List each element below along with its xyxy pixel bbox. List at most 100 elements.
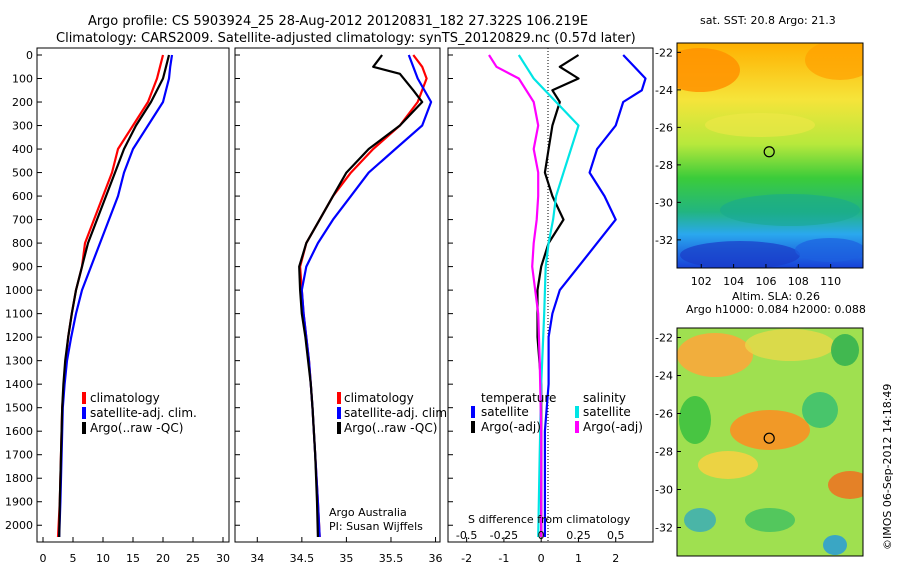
float-position-marker xyxy=(763,146,775,158)
y-tick-label: -26 xyxy=(655,121,673,134)
sla-low-patch xyxy=(745,508,795,532)
y-tick-label: 1700 xyxy=(5,449,33,462)
sla-map-field xyxy=(677,328,863,556)
y-tick-label: -28 xyxy=(655,159,673,172)
x-tick-label-salinity: 0.25 xyxy=(566,529,591,542)
x-tick-label: 0 xyxy=(538,552,545,565)
y-tick-label: -30 xyxy=(655,484,673,497)
y-tick-label: 1400 xyxy=(5,378,33,391)
temperature-plot-frame xyxy=(36,47,230,543)
sst-band xyxy=(720,194,860,226)
temperature-legend: climatology satellite-adj. clim. Argo(..… xyxy=(82,391,197,435)
y-tick-label: -28 xyxy=(655,446,673,459)
legend-swatch-climatology xyxy=(337,392,341,404)
x-tick-label: -1 xyxy=(498,552,509,565)
sst-map-frame xyxy=(676,42,864,269)
salinity-axes: 34 34.5 35 35.5 36 xyxy=(235,54,443,565)
temperature-series xyxy=(56,54,174,538)
sla-high-patch xyxy=(828,471,863,499)
x-tick-label: 1 xyxy=(575,552,582,565)
salinity-plot-frame xyxy=(234,47,441,543)
legend-swatch-temp-satellite xyxy=(471,406,475,418)
sst-cold-patch xyxy=(680,241,800,268)
float-position-marker xyxy=(763,432,775,444)
temperature-panel: 0100200300400500600700800900100011001200… xyxy=(5,47,230,565)
x-tick-label-salinity: 0.5 xyxy=(607,529,625,542)
sst-map-title: sat. SST: 20.8 Argo: 21.3 xyxy=(700,14,836,27)
y-tick-label: 1600 xyxy=(5,425,33,438)
x-tick-label: 34 xyxy=(250,552,264,565)
legend-swatch-argo xyxy=(82,422,86,434)
sla-low-patch xyxy=(679,396,711,444)
annotation-institution: Argo Australia xyxy=(329,506,407,519)
sla-high-patch xyxy=(698,451,758,479)
x-tick-label: 104 xyxy=(723,275,744,288)
annotation-pi: PI: Susan Wijffels xyxy=(329,520,423,533)
sst-warm-patch xyxy=(805,43,863,80)
sst-map-field xyxy=(677,43,863,268)
salinity-legend: climatology satellite-adj. clim. Argo(..… xyxy=(337,391,451,435)
y-tick-label: 400 xyxy=(12,143,33,156)
y-tick-label: 300 xyxy=(12,120,33,133)
y-tick-label: 1000 xyxy=(5,284,33,297)
difference-xlabel: S difference from climatology xyxy=(468,513,631,526)
x-tick-label: 20 xyxy=(156,552,170,565)
sla-low-patch xyxy=(802,392,838,428)
sst-cold-patch xyxy=(795,238,863,262)
legend-label-climatology: climatology xyxy=(90,391,160,405)
x-tick-label: 25 xyxy=(186,552,200,565)
sst-warm-patch xyxy=(677,48,740,92)
y-tick-label: 500 xyxy=(12,167,33,180)
y-tick-label: -24 xyxy=(655,370,673,383)
x-tick-label: 0 xyxy=(40,552,47,565)
y-tick-label: 600 xyxy=(12,190,33,203)
legend-label-temp-argo: Argo(-adj) xyxy=(481,420,541,434)
y-tick-label: 200 xyxy=(12,96,33,109)
difference-legend: temperature satellite Argo(-adj) salinit… xyxy=(471,391,643,434)
salinity-series xyxy=(298,54,433,538)
x-tick-label: 34.5 xyxy=(290,552,315,565)
x-tick-label: 35 xyxy=(339,552,353,565)
x-tick-label: 5 xyxy=(70,552,77,565)
legend-swatch-satellite xyxy=(337,407,341,419)
x-tick-label: 30 xyxy=(216,552,230,565)
difference-plot-frame xyxy=(447,47,654,543)
y-tick-label: 100 xyxy=(12,73,33,86)
y-tick-label: 1500 xyxy=(5,402,33,415)
difference-series xyxy=(488,54,647,538)
y-tick-label: 1300 xyxy=(5,355,33,368)
legend-label-temp-satellite: satellite xyxy=(481,405,529,419)
legend-swatch-satellite xyxy=(82,407,86,419)
legend-label-sal-satellite: satellite xyxy=(583,405,631,419)
sla-map: -22 -24 -26 -28 -30 -32 xyxy=(655,327,864,557)
x-tick-label-salinity: -0.5 xyxy=(456,529,477,542)
legend-swatch-sal-satellite xyxy=(575,406,579,418)
y-tick-label: -22 xyxy=(655,46,673,59)
y-tick-label: 1900 xyxy=(5,496,33,509)
x-tick-label: 108 xyxy=(788,275,809,288)
sst-map: sat. SST: 20.8 Argo: 21.3 -22 -24 -26 -28 -3… xyxy=(655,14,864,288)
sst-band xyxy=(705,113,815,137)
salinity-panel: 34 34.5 35 35.5 36 climatology satellite-adj… xyxy=(234,47,451,565)
sla-high-patch xyxy=(730,410,810,450)
series-line-temperature-satellite xyxy=(543,54,647,537)
x-tick-label: 15 xyxy=(126,552,140,565)
legend-label-climatology: climatology xyxy=(344,391,414,405)
y-tick-label: -32 xyxy=(655,234,673,247)
x-tick-label: 36 xyxy=(429,552,443,565)
legend-label-satellite: satellite-adj. clim. xyxy=(90,406,197,420)
series-line-salinity-satellite xyxy=(517,54,580,538)
sla-map-axes: -22 -24 -26 -28 -30 -32 xyxy=(655,332,681,535)
legend-title-salinity: salinity xyxy=(583,391,626,405)
y-tick-label: 800 xyxy=(12,237,33,250)
y-tick-label: -24 xyxy=(655,84,673,97)
series-line-argo-raw-qc xyxy=(298,54,424,538)
legend-label-argo: Argo(..raw -QC) xyxy=(90,421,183,435)
x-tick-label: 102 xyxy=(691,275,712,288)
sst-map-axes: -22 -24 -26 -28 -30 -32 102 104 106 108 110 xyxy=(655,46,841,288)
header-line1: Argo profile: CS 5903924_25 28-Aug-2012 … xyxy=(88,14,588,29)
sla-map-subtitle: Argo h1000: 0.084 h2000: 0.088 xyxy=(686,303,866,316)
y-tick-label: 1100 xyxy=(5,308,33,321)
legend-title-temperature: temperature xyxy=(481,391,556,405)
